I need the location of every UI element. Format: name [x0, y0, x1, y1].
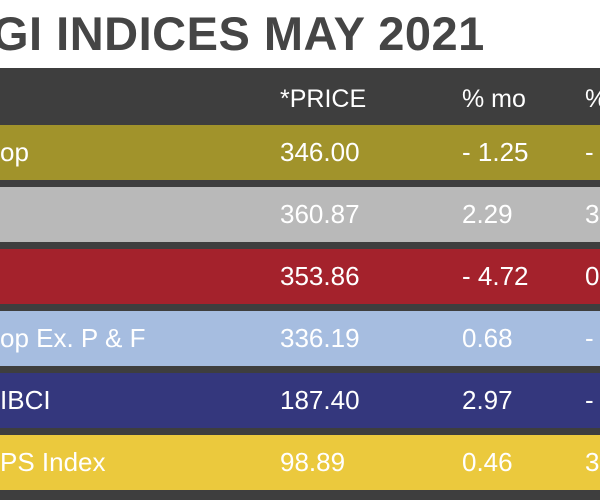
row-price: 336.19 — [280, 323, 360, 353]
row-percent-year: 3 — [585, 199, 600, 229]
table-row: op Ex. P & F 336.19 0.68 - — [0, 311, 600, 366]
row-percent-month: 0.68 — [462, 323, 513, 353]
table-row: 360.87 2.29 3 — [0, 187, 600, 242]
header-percent-month: % mo — [462, 84, 526, 113]
header-price: *PRICE — [280, 84, 367, 113]
row-name: IBCI — [0, 385, 51, 415]
header-percent-year: % — [585, 76, 600, 122]
row-price: 353.86 — [280, 261, 360, 291]
page-title: GI INDICES MAY 2021 — [0, 7, 485, 60]
row-percent-month: - 4.72 — [462, 261, 529, 291]
row-percent-year: - — [585, 385, 594, 415]
table-row: 353.86 - 4.72 0 — [0, 249, 600, 304]
row-name: op — [0, 137, 29, 167]
table-header: *PRICE % mo % — [0, 76, 600, 122]
table-row: op 346.00 - 1.25 - — [0, 125, 600, 180]
title-bar: GI INDICES MAY 2021 — [0, 0, 600, 68]
row-percent-month: 2.97 — [462, 385, 513, 415]
row-percent-year: - — [585, 323, 594, 353]
row-name: op Ex. P & F — [0, 323, 146, 353]
row-price: 346.00 — [280, 137, 360, 167]
row-price: 360.87 — [280, 199, 360, 229]
row-name: PS Index — [0, 447, 106, 477]
row-percent-month: - 1.25 — [462, 137, 529, 167]
row-percent-month: 0.46 — [462, 447, 513, 477]
row-price: 187.40 — [280, 385, 360, 415]
table-row: IBCI 187.40 2.97 - — [0, 373, 600, 428]
table-row: PS Index 98.89 0.46 3 — [0, 435, 600, 490]
row-percent-year: - — [585, 137, 594, 167]
row-percent-year: 3 — [585, 447, 600, 477]
row-percent-year: 0 — [585, 261, 600, 291]
row-percent-month: 2.29 — [462, 199, 513, 229]
row-price: 98.89 — [280, 447, 346, 477]
